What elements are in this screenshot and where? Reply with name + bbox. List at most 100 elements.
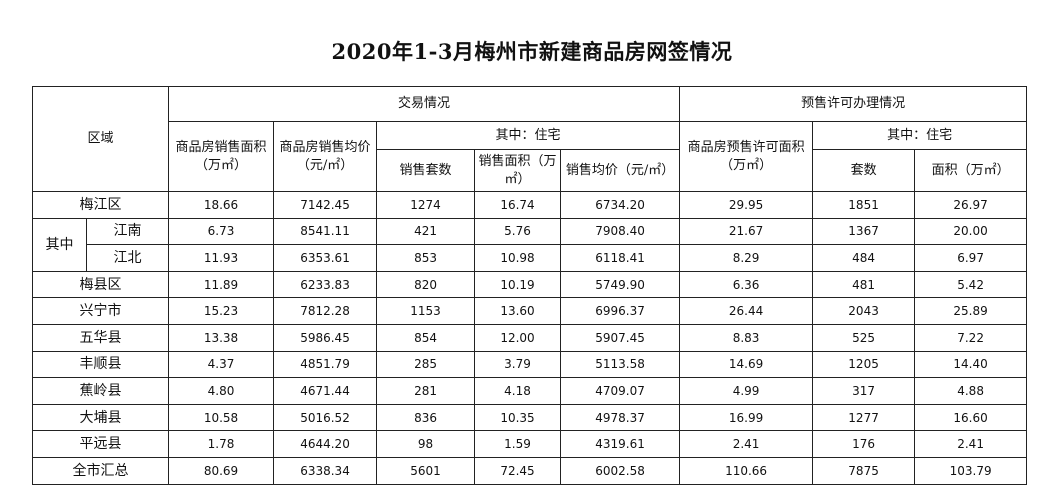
value-cell: 421 xyxy=(376,217,476,246)
region-cell: 全市汇总 xyxy=(31,456,170,485)
value-cell: 11.89 xyxy=(168,270,275,299)
value-cell: 6002.58 xyxy=(560,456,681,485)
value-cell: 6.36 xyxy=(679,270,814,299)
value-cell: 4.88 xyxy=(914,377,1028,405)
value-cell: 6.73 xyxy=(168,217,275,246)
value-cell: 14.69 xyxy=(679,350,814,379)
header-presale-area: 商品房预售许可面积（万㎡） xyxy=(679,121,814,192)
value-cell: 4644.20 xyxy=(273,430,378,458)
region-cell: 丰顺县 xyxy=(31,350,170,379)
value-cell: 15.23 xyxy=(168,297,275,325)
value-cell: 26.44 xyxy=(679,297,814,325)
table-row: 丰顺县 4.37 4851.79 285 3.79 5113.58 14.69 1205 14.… xyxy=(31,350,1028,379)
value-cell: 3.79 xyxy=(474,350,562,379)
value-cell: 1.59 xyxy=(474,430,562,458)
value-cell: 5.76 xyxy=(474,217,562,246)
value-cell: 8.83 xyxy=(679,323,814,352)
table-row: 蕉岭县 4.80 4671.44 281 4.18 4709.07 4.99 317 4.88 xyxy=(31,377,1028,405)
region-cell: 五华县 xyxy=(31,323,170,352)
value-cell: 1367 xyxy=(812,217,916,246)
value-cell: 5749.90 xyxy=(560,270,681,299)
value-cell: 5113.58 xyxy=(560,350,681,379)
table-row: 平远县 1.78 4644.20 98 1.59 4319.61 2.41 176 2.41 xyxy=(31,430,1028,458)
value-cell: 5.42 xyxy=(914,270,1028,299)
header-area: 商品房销售面积（万㎡） xyxy=(168,121,275,192)
value-cell: 5016.52 xyxy=(273,403,378,432)
value-cell: 853 xyxy=(376,244,476,272)
value-cell: 2043 xyxy=(812,297,916,325)
value-cell: 6353.61 xyxy=(273,244,378,272)
value-cell: 6996.37 xyxy=(560,297,681,325)
table-row: 五华县 13.38 5986.45 854 12.00 5907.45 8.83 525 7.2… xyxy=(31,323,1028,352)
value-cell: 5601 xyxy=(376,456,476,485)
region-cell: 梅县区 xyxy=(31,270,170,299)
value-cell: 14.40 xyxy=(914,350,1028,379)
value-cell: 6233.83 xyxy=(273,270,378,299)
region-cell: 大埔县 xyxy=(31,403,170,432)
value-cell: 98 xyxy=(376,430,476,458)
value-cell: 7908.40 xyxy=(560,217,681,246)
value-cell: 1153 xyxy=(376,297,476,325)
region-cell: 江南 xyxy=(85,217,170,246)
value-cell: 13.60 xyxy=(474,297,562,325)
header-region: 区域 xyxy=(31,86,170,192)
value-cell: 4978.37 xyxy=(560,403,681,432)
table-row: 其中 江南 6.73 8541.11 421 5.76 7908.40 21.67 1367 20… xyxy=(32,217,1028,272)
header-row-3: 销售套数 销售面积（万㎡） 销售均价（元/㎡） 套数 面积（万㎡） xyxy=(33,149,1028,192)
value-cell: 16.99 xyxy=(679,403,814,432)
header-row-1: 区域 交易情况 预售许可办理情况 xyxy=(31,86,1028,192)
header-presale-residential: 其中：住宅 xyxy=(812,121,1028,150)
value-cell: 2.41 xyxy=(914,430,1028,458)
value-cell: 11.93 xyxy=(168,244,275,272)
value-cell: 4.99 xyxy=(679,377,814,405)
value-cell: 6118.41 xyxy=(560,244,681,272)
value-cell: 8541.11 xyxy=(273,217,378,246)
value-cell: 4.18 xyxy=(474,377,562,405)
value-cell: 4319.61 xyxy=(560,430,681,458)
header-row-2: 商品房销售面积（万㎡） 商品房销售均价（元/㎡） 其中：住宅 商品房预售许可面积… xyxy=(33,121,1028,192)
region-cell: 梅江区 xyxy=(31,191,170,219)
value-cell: 4.80 xyxy=(168,377,275,405)
value-cell: 6734.20 xyxy=(560,191,681,219)
value-cell: 854 xyxy=(376,323,476,352)
table-row: 全市汇总 80.69 6338.34 5601 72.45 6002.58 110.66 78… xyxy=(31,456,1028,485)
value-cell: 4709.07 xyxy=(560,377,681,405)
value-cell: 7142.45 xyxy=(273,191,378,219)
header-presale-units: 套数 xyxy=(812,149,916,192)
value-cell: 1274 xyxy=(376,191,476,219)
region-cell: 平远县 xyxy=(31,430,170,458)
value-cell: 10.58 xyxy=(168,403,275,432)
value-cell: 1205 xyxy=(812,350,916,379)
header-price: 商品房销售均价（元/㎡） xyxy=(273,121,378,192)
value-cell: 18.66 xyxy=(168,191,275,219)
value-cell: 10.98 xyxy=(474,244,562,272)
value-cell: 484 xyxy=(812,244,916,272)
value-cell: 80.69 xyxy=(168,456,275,485)
value-cell: 4851.79 xyxy=(273,350,378,379)
header-presale-res-area: 面积（万㎡） xyxy=(914,149,1028,192)
value-cell: 285 xyxy=(376,350,476,379)
value-cell: 10.19 xyxy=(474,270,562,299)
header-presale: 预售许可办理情况 xyxy=(679,86,1028,122)
value-cell: 21.67 xyxy=(679,217,814,246)
value-cell: 103.79 xyxy=(914,456,1028,485)
region-cell: 兴宁市 xyxy=(31,297,170,325)
value-cell: 110.66 xyxy=(679,456,814,485)
value-cell: 7.22 xyxy=(914,323,1028,352)
value-cell: 7875 xyxy=(812,456,916,485)
value-cell: 5907.45 xyxy=(560,323,681,352)
value-cell: 10.35 xyxy=(474,403,562,432)
value-cell: 4.37 xyxy=(168,350,275,379)
table-row: 梅江区 18.66 7142.45 1274 16.74 6734.20 29.95 1851… xyxy=(31,191,1028,219)
value-cell: 7812.28 xyxy=(273,297,378,325)
value-cell: 8.29 xyxy=(679,244,814,272)
value-cell: 176 xyxy=(812,430,916,458)
table-row: 兴宁市 15.23 7812.28 1153 13.60 6996.37 26.44 2043… xyxy=(31,297,1028,325)
value-cell: 26.97 xyxy=(914,191,1028,219)
value-cell: 29.95 xyxy=(679,191,814,219)
value-cell: 836 xyxy=(376,403,476,432)
value-cell: 13.38 xyxy=(168,323,275,352)
subgroup-label: 其中 xyxy=(32,217,87,272)
value-cell: 6338.34 xyxy=(273,456,378,485)
region-cell: 蕉岭县 xyxy=(31,377,170,405)
